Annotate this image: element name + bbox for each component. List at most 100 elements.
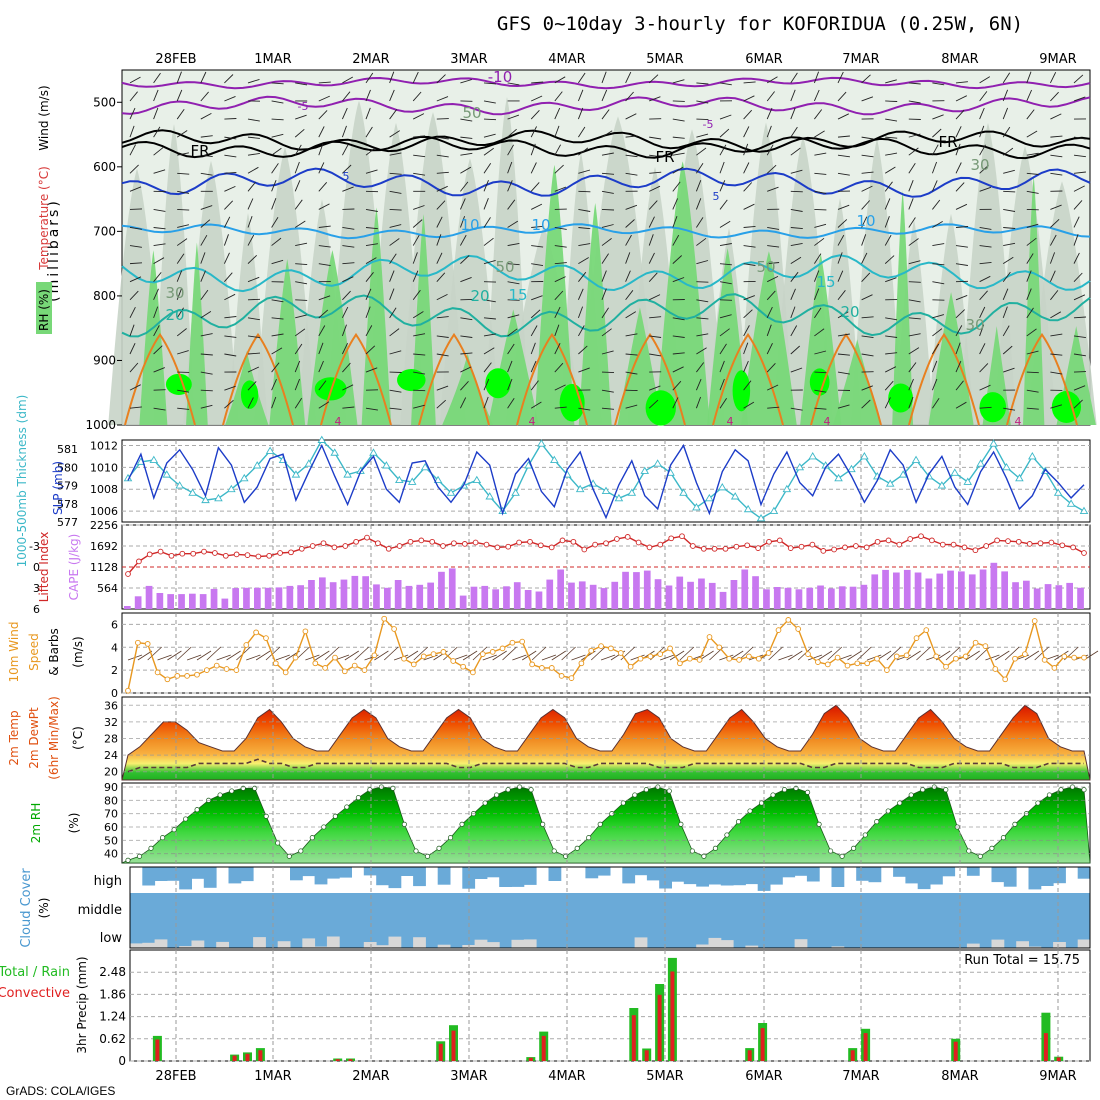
rh-marker — [136, 853, 143, 859]
surface-wind-barb — [462, 650, 478, 661]
wind-barb — [601, 307, 609, 319]
wind-barb — [672, 366, 684, 373]
wind-barb — [153, 227, 166, 230]
cape-bar — [329, 582, 337, 609]
wind-barb — [790, 208, 803, 212]
wind-speed-marker — [322, 665, 328, 671]
wind-barb — [837, 154, 850, 158]
cape-bar — [784, 587, 792, 609]
li-line-marker — [320, 540, 327, 547]
wind-barb — [648, 200, 658, 210]
wind-barb — [695, 378, 702, 391]
wind-barb — [200, 389, 213, 392]
wind-barb — [696, 362, 705, 373]
cape-bar — [286, 585, 294, 609]
wind-barb — [460, 380, 469, 391]
wind-barb — [318, 126, 325, 138]
wind-barb — [483, 82, 497, 85]
wind-barb — [271, 180, 277, 192]
wind-barb — [460, 276, 472, 283]
wind-barb — [295, 281, 308, 285]
contour-label: -5 — [703, 118, 714, 131]
cloud-high-bar — [806, 867, 820, 882]
wind-barb — [294, 180, 301, 192]
wind-barb — [1073, 74, 1084, 84]
wind-barb — [790, 345, 801, 355]
wind-barb — [908, 217, 916, 228]
wind-barb — [790, 89, 796, 102]
rh-shade-grey — [228, 213, 268, 425]
wind-barb — [365, 126, 373, 138]
wind-speed-marker — [302, 628, 309, 635]
cape-tick-label: 1692 — [90, 540, 118, 553]
li-line-marker — [396, 543, 403, 549]
wind-barb — [531, 295, 543, 301]
li-axis-label: Lifted Index — [37, 532, 51, 603]
wind-barb — [861, 185, 873, 192]
rh-shade-bright — [888, 383, 913, 413]
wind-barb — [365, 89, 371, 102]
rh-marker — [643, 787, 649, 793]
cloud-high-bar — [191, 867, 205, 879]
wind-barb — [507, 299, 520, 301]
cloud-high-bar — [203, 867, 217, 888]
rh-marker — [966, 848, 972, 854]
surface-wind-barb — [186, 654, 202, 661]
wind-barb — [625, 234, 632, 246]
surface-wind-barb — [620, 646, 636, 661]
wind-barb — [412, 270, 419, 282]
wind-barb — [483, 362, 492, 373]
wind-barb — [247, 152, 260, 156]
rh-shade-grey — [439, 158, 501, 425]
wind-barb — [719, 199, 728, 210]
cloud-high-bar — [486, 867, 500, 878]
surface-wind-barb — [1024, 650, 1040, 661]
wind-barb — [247, 254, 258, 264]
wind-barb — [979, 261, 992, 265]
wind-barb — [743, 325, 750, 337]
wind-barb — [908, 362, 917, 373]
thickness-line-marker — [201, 495, 210, 504]
wind-barb — [625, 290, 634, 301]
wind-barb — [176, 71, 182, 84]
cloud-high-bar — [966, 867, 980, 876]
wind-barb — [955, 81, 968, 84]
wind-barb — [1073, 294, 1086, 301]
temp-label-3: (6hr Min/Max) — [47, 696, 61, 780]
surface-wind-barb — [807, 654, 823, 661]
li-line-marker — [494, 544, 501, 551]
cloud-high-bar — [659, 867, 672, 889]
wind-barb — [460, 317, 473, 321]
wind-barb — [814, 223, 827, 228]
wind-barb — [200, 113, 212, 120]
wind-barb — [813, 71, 820, 84]
wind-barb — [177, 152, 189, 156]
wind-barb — [1026, 71, 1032, 84]
wind-barb — [908, 180, 914, 192]
wind-barb — [413, 135, 426, 138]
wind-barb — [200, 71, 207, 84]
thickness-line-marker — [717, 482, 727, 491]
wind-barb — [908, 100, 921, 104]
rh-shade-green — [741, 251, 797, 425]
li-line-marker — [1015, 538, 1022, 545]
li-line-marker — [364, 534, 370, 541]
wind-barb — [578, 72, 586, 84]
wind-barb — [153, 208, 166, 212]
wind-barb — [932, 221, 943, 228]
wind-speed-marker — [312, 660, 319, 667]
thickness-line-marker — [795, 462, 805, 471]
wind-barb — [224, 95, 236, 102]
wind-speed-marker — [1081, 654, 1087, 661]
wind-barb — [176, 238, 188, 246]
wind-barb — [743, 81, 756, 84]
cape-bar — [958, 571, 965, 609]
cape-bar — [817, 585, 824, 609]
wind-barb — [861, 136, 874, 140]
wind10m-panel: 6 4 2 0 10m Wind Speed & Barbs (m/s) — [7, 612, 1099, 700]
li-tick-label: 6 — [33, 603, 40, 616]
wind-barb — [200, 205, 213, 210]
wind-barb — [294, 378, 301, 391]
wind-barb — [389, 253, 397, 264]
cape-bar — [199, 594, 207, 609]
